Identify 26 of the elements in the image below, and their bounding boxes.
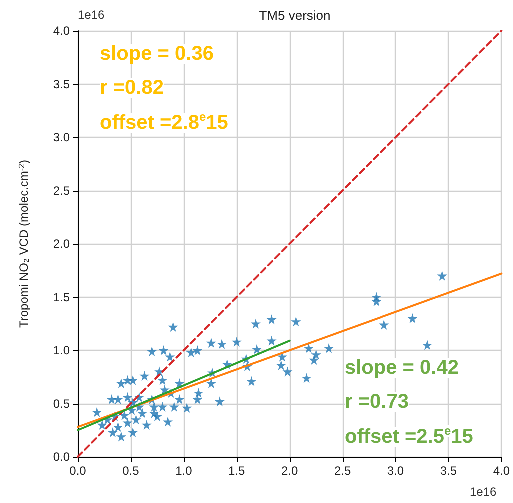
x-tick-label: 1.5 [228, 464, 246, 478]
y-tick-label: 1.5 [53, 290, 70, 304]
y-tick-label: 0.5 [53, 396, 70, 411]
x-tick-label: 3.0 [387, 464, 404, 478]
y-tick-label: 2.0 [53, 237, 70, 251]
annotation: r =0.82 [100, 77, 164, 99]
annotation: slope = 0.36 [100, 43, 214, 65]
x-tick-label: 4.0 [493, 464, 510, 478]
chart-title: TM5 version [259, 8, 331, 23]
x-tick-label: 2.0 [281, 464, 298, 478]
y-axis-title: Tropomi NO₂ VCD (molec.cm-2) [17, 160, 31, 328]
annotation: slope = 0.42 [345, 357, 459, 379]
y-tick-label: 3.0 [53, 130, 70, 144]
y-tick-label: 1.0 [53, 344, 70, 358]
x-tick-label: 2.5 [334, 464, 352, 478]
y-tick-label: 4.0 [53, 24, 70, 38]
text: 1e16 [78, 8, 106, 22]
y-tick-label: 0.0 [53, 450, 70, 464]
x-tick-label: 0.5 [122, 464, 140, 478]
annotation: r =0.73 [345, 391, 409, 413]
y-tick-label: 2.5 [53, 184, 70, 198]
x-tick-label: 0.0 [70, 464, 87, 478]
y-tick-label: 3.5 [53, 77, 70, 92]
x-tick-label: 1.0 [176, 464, 193, 478]
text: 1e16 [470, 485, 498, 499]
x-tick-label: 3.5 [440, 464, 458, 478]
